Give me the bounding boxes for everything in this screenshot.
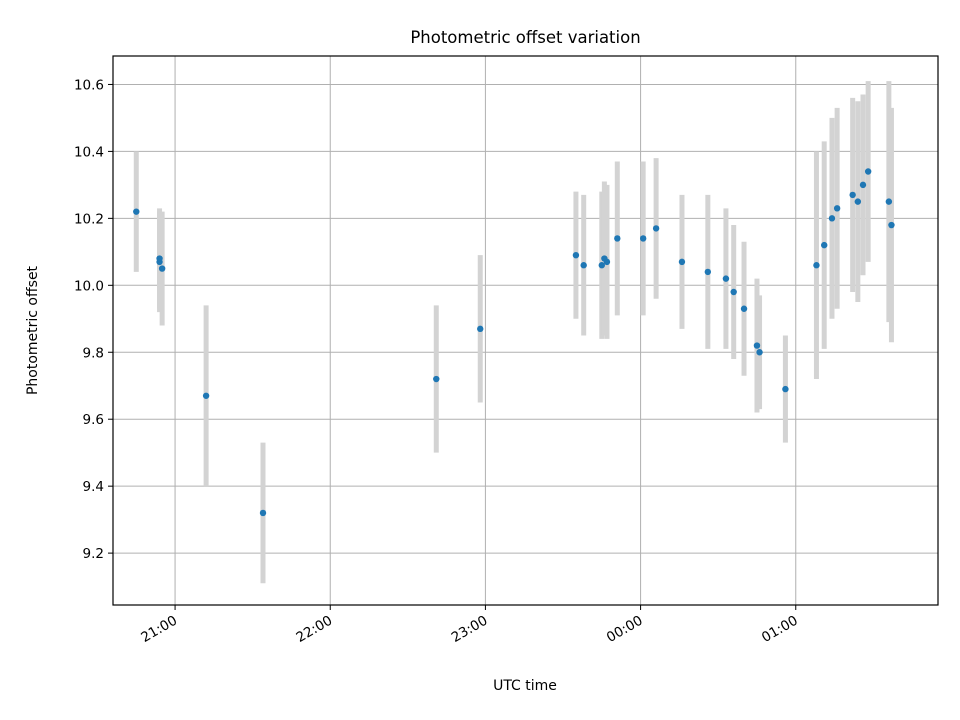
data-point — [821, 241, 828, 249]
data-point — [753, 342, 761, 349]
data-point — [864, 168, 872, 175]
y-tick-label: 9.8 — [83, 345, 104, 361]
y-tick-label: 9.6 — [83, 412, 104, 428]
data-point — [854, 198, 862, 205]
chart-title: Photometric offset variation — [410, 28, 640, 47]
data-point — [782, 385, 789, 393]
data-point — [722, 275, 730, 282]
data-point — [813, 262, 820, 269]
data-point — [133, 208, 140, 215]
data-point — [885, 198, 893, 205]
data-point — [833, 205, 841, 212]
grid — [113, 56, 938, 605]
y-tick-label: 10.6 — [74, 77, 104, 93]
data-point — [740, 305, 748, 312]
data-point — [158, 265, 166, 272]
plot-frame — [112, 55, 939, 606]
data-point — [756, 349, 763, 356]
data-point — [433, 375, 440, 383]
data-point — [849, 191, 856, 199]
data-point — [652, 225, 660, 232]
data-point — [614, 235, 621, 242]
y-axis-label: Photometric offset — [25, 265, 41, 395]
data-point — [202, 392, 210, 399]
data-point — [477, 325, 484, 333]
data-point — [603, 258, 611, 266]
data-points — [133, 168, 895, 517]
data-point — [598, 262, 605, 269]
data-point — [572, 251, 580, 259]
data-point — [859, 181, 867, 189]
data-point — [580, 262, 587, 269]
y-tick-label: 10.4 — [74, 144, 104, 160]
data-point — [639, 235, 647, 242]
data-point — [259, 509, 267, 517]
data-point — [678, 258, 686, 266]
data-point — [730, 288, 737, 296]
data-point — [156, 255, 163, 262]
data-point — [704, 268, 712, 276]
y-tick-label: 9.4 — [83, 479, 104, 495]
y-tick-label: 9.2 — [83, 546, 104, 562]
y-tick-label: 10.2 — [74, 211, 104, 227]
x-axis-label: UTC time — [493, 678, 557, 694]
y-tick-label: 10.0 — [74, 278, 104, 294]
data-point — [828, 215, 836, 222]
y-axis-ticks: 9.2 9.4 9.6 9.8 10.0 10.2 10.4 10.6 — [74, 77, 113, 562]
data-point — [888, 221, 895, 229]
